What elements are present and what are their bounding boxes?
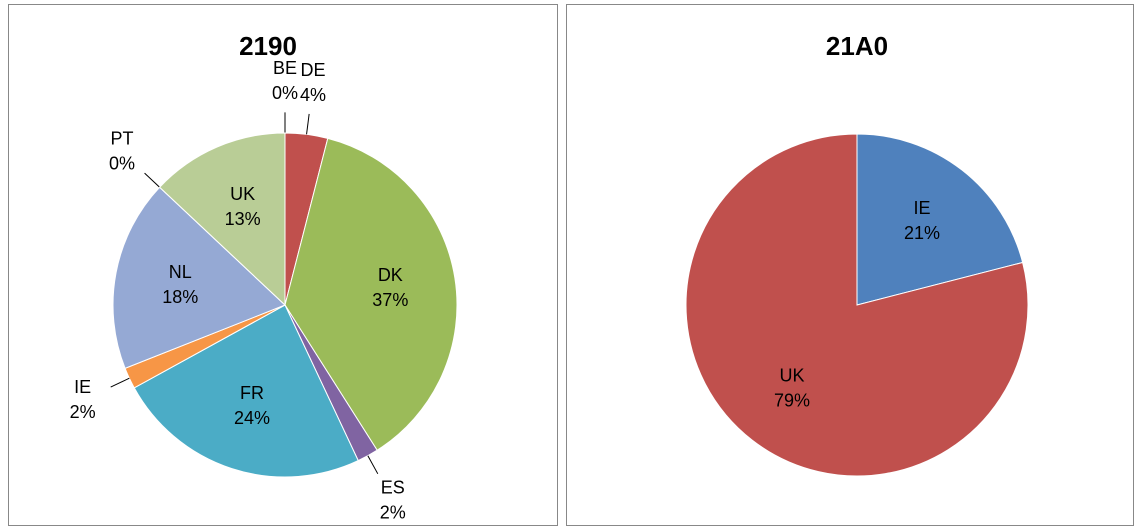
pie-slice xyxy=(685,133,1029,477)
value-label: 18% xyxy=(162,287,198,307)
value-label: 21% xyxy=(904,223,940,243)
leader-line xyxy=(306,113,310,135)
pie-slice xyxy=(158,132,286,307)
value-label: 2% xyxy=(70,402,96,422)
leader-line xyxy=(144,172,160,188)
value-label: 0% xyxy=(109,154,135,174)
chart-title: 21A0 xyxy=(826,31,888,61)
category-label: ES xyxy=(381,478,405,498)
pie-slice xyxy=(112,186,286,369)
value-label: 24% xyxy=(234,408,270,428)
pie-slice xyxy=(133,304,359,478)
chart-title: 2190 xyxy=(239,31,297,61)
value-label: 2% xyxy=(380,503,406,523)
category-label: IE xyxy=(913,198,930,218)
value-label: 4% xyxy=(300,85,326,105)
value-label: 79% xyxy=(774,391,810,411)
category-label: UK xyxy=(780,366,805,386)
category-label: BE xyxy=(273,58,297,78)
category-label: IE xyxy=(74,377,91,397)
category-label: DK xyxy=(378,265,403,285)
category-label: PT xyxy=(110,129,133,149)
value-label: 13% xyxy=(225,209,261,229)
value-label: 37% xyxy=(372,290,408,310)
value-label: 0% xyxy=(272,83,298,103)
category-label: UK xyxy=(230,184,255,204)
category-label: DE xyxy=(301,60,326,80)
leader-line xyxy=(367,455,379,475)
category-label: NL xyxy=(169,262,192,282)
leader-line xyxy=(110,377,130,388)
category-label: FR xyxy=(240,383,264,403)
pie-slice xyxy=(856,133,1024,306)
